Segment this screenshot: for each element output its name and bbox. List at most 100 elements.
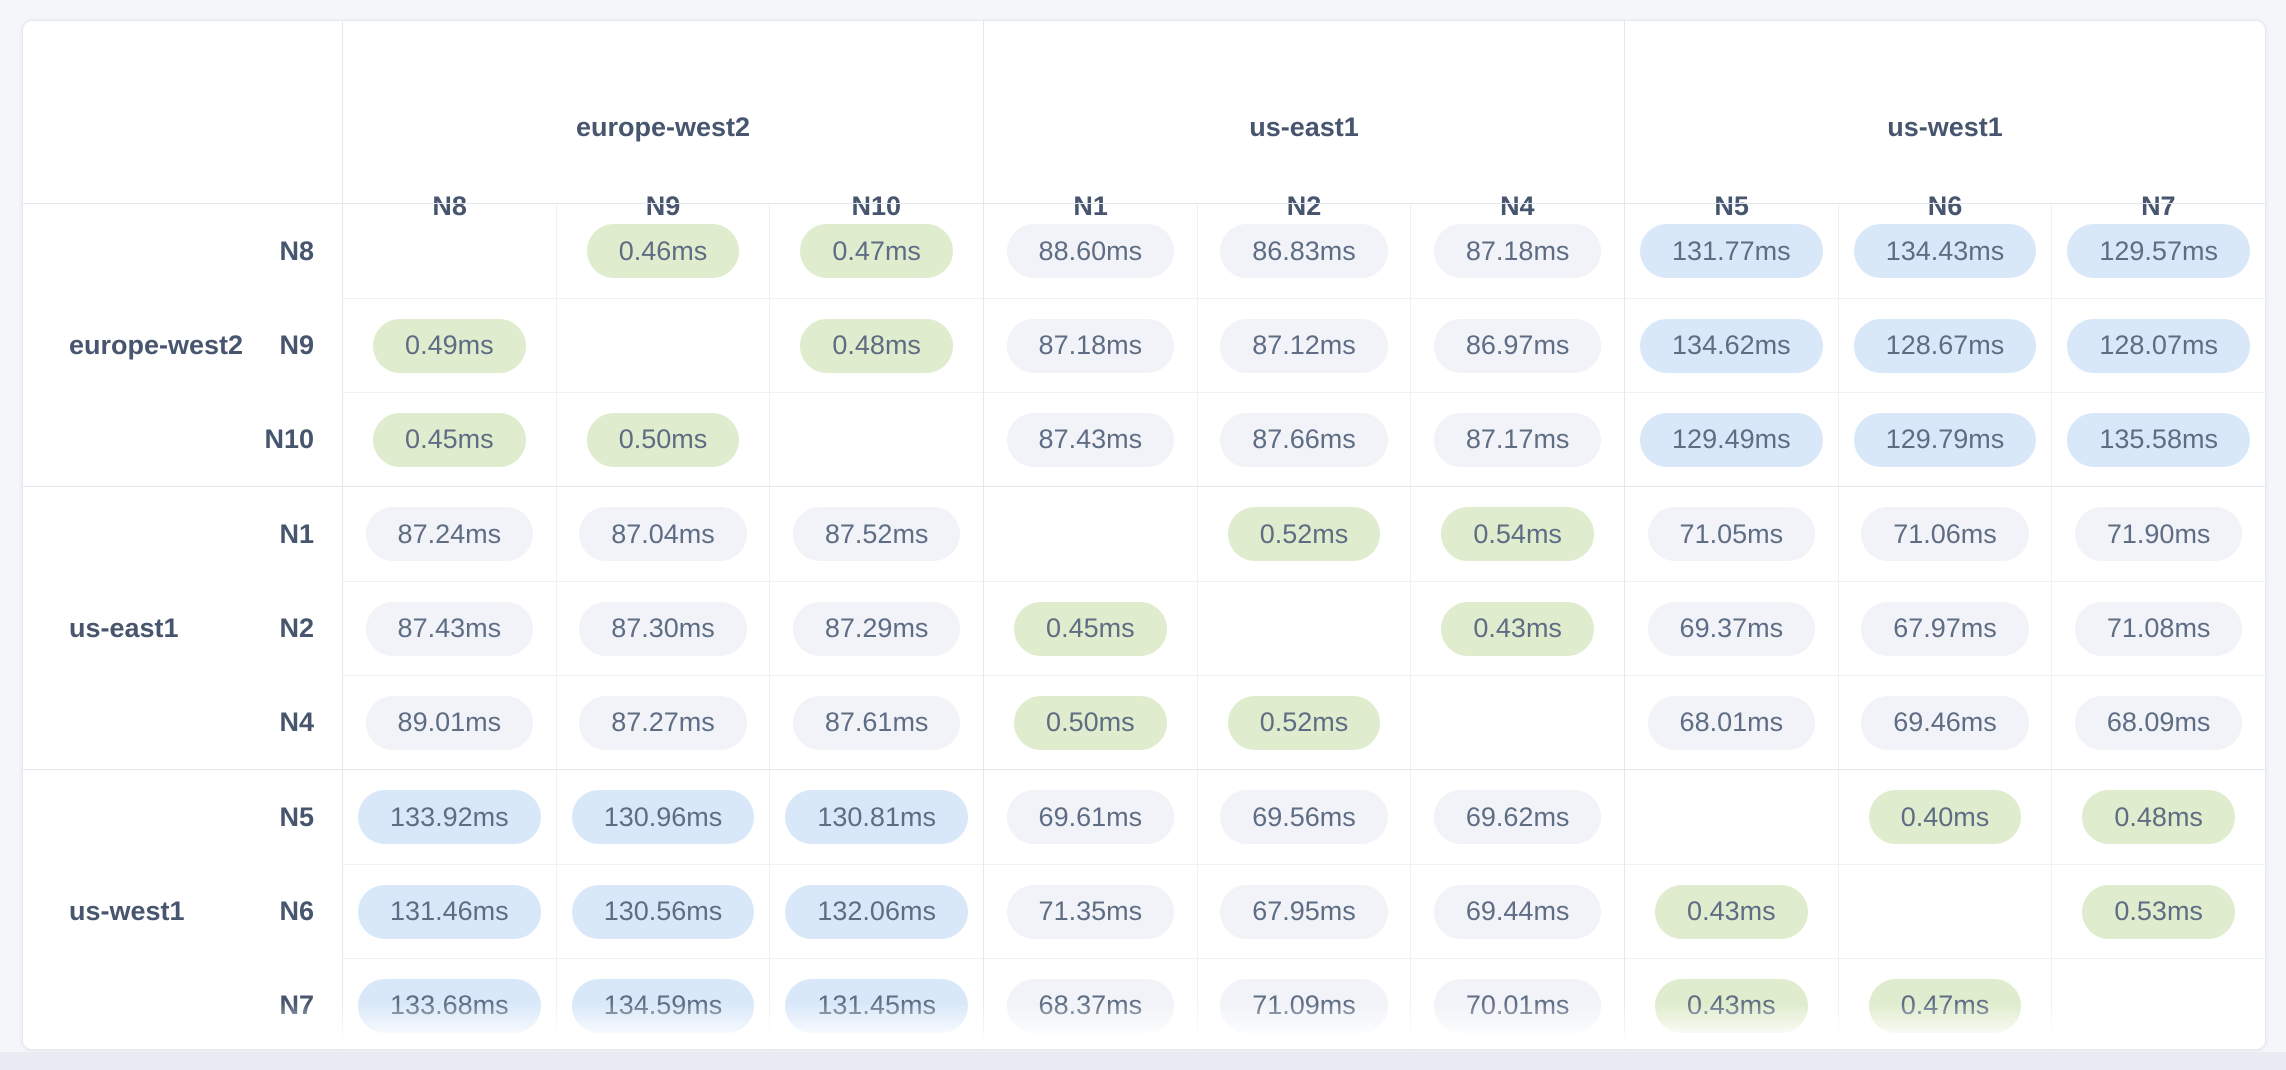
latency-cell-N10-N8: 0.45ms bbox=[342, 392, 556, 486]
row-node-label-N2: N2 bbox=[279, 612, 314, 643]
latency-pill: 0.45ms bbox=[373, 412, 526, 467]
latency-pill: 0.40ms bbox=[1868, 790, 2022, 844]
latency-cell-N1-N2: 0.52ms bbox=[1196, 487, 1411, 581]
latency-pill: 0.46ms bbox=[586, 224, 740, 278]
latency-pill: 71.35ms bbox=[1006, 884, 1175, 939]
latency-pill: 0.50ms bbox=[1014, 695, 1167, 750]
row-node-label-N6: N6 bbox=[279, 895, 314, 926]
latency-pill: 87.18ms bbox=[1006, 318, 1175, 373]
latency-pill: 71.09ms bbox=[1220, 978, 1388, 1033]
latency-pill: 129.57ms bbox=[2067, 224, 2250, 278]
latency-pill: 0.50ms bbox=[586, 412, 740, 467]
latency-cell-N6-N2: 67.95ms bbox=[1196, 864, 1411, 958]
latency-pill: 87.12ms bbox=[1220, 318, 1388, 373]
latency-cell-N2-N1: 0.45ms bbox=[983, 581, 1197, 675]
latency-pill: 0.43ms bbox=[1441, 601, 1594, 656]
latency-pill: 71.05ms bbox=[1647, 507, 1816, 561]
latency-pill: 67.97ms bbox=[1861, 601, 2029, 656]
latency-cell-N6-N1: 71.35ms bbox=[983, 864, 1197, 958]
latency-cell-N10-N2: 87.66ms bbox=[1196, 392, 1411, 486]
latency-pill: 133.92ms bbox=[358, 790, 541, 844]
latency-pill: 0.52ms bbox=[1227, 507, 1381, 561]
latency-cell-N9-N1: 87.18ms bbox=[983, 298, 1197, 392]
column-group-header-europe-west2: europe-west2 N8 N9 N10 bbox=[342, 21, 983, 253]
column-node-label-N8: N8 bbox=[432, 191, 467, 221]
latency-pill: 0.53ms bbox=[2082, 884, 2235, 939]
row-node-label-N4: N4 bbox=[279, 706, 314, 737]
latency-pill: 0.43ms bbox=[1655, 978, 1808, 1033]
latency-cell-N1-N4: 0.54ms bbox=[1410, 487, 1624, 581]
latency-cell-N1-N10: 87.52ms bbox=[769, 487, 983, 581]
latency-cell-N8-N7: 129.57ms bbox=[2051, 204, 2265, 298]
latency-cell-N7-N6: 0.47ms bbox=[1837, 958, 2052, 1049]
latency-cell-N6-N7: 0.53ms bbox=[2051, 864, 2265, 958]
latency-cell-N10-N6: 129.79ms bbox=[1837, 392, 2052, 486]
latency-pill: 0.54ms bbox=[1441, 507, 1594, 561]
latency-pill: 69.61ms bbox=[1006, 790, 1175, 844]
latency-pill: 87.43ms bbox=[365, 601, 534, 656]
latency-cell-N10-N10 bbox=[769, 392, 983, 486]
row-node-label-N5: N5 bbox=[279, 801, 314, 832]
latency-cell-N5-N1: 69.61ms bbox=[983, 770, 1197, 864]
latency-cell-N7-N7 bbox=[2051, 958, 2265, 1049]
latency-pill: 71.08ms bbox=[2074, 601, 2243, 656]
column-node-label-N4: N4 bbox=[1500, 191, 1535, 221]
latency-pill: 0.49ms bbox=[373, 318, 526, 373]
latency-pill: 71.90ms bbox=[2074, 507, 2243, 561]
latency-cell-N4-N1: 0.50ms bbox=[983, 675, 1197, 769]
latency-cell-N9-N6: 128.67ms bbox=[1837, 298, 2052, 392]
row-node-label-N10: N10 bbox=[264, 423, 314, 454]
latency-cell-N4-N2: 0.52ms bbox=[1196, 675, 1411, 769]
latency-pill: 87.29ms bbox=[792, 601, 961, 656]
latency-cell-N7-N10: 131.45ms bbox=[769, 958, 983, 1049]
latency-cell-N7-N8: 133.68ms bbox=[342, 958, 556, 1049]
latency-cell-N9-N9 bbox=[555, 298, 770, 392]
latency-pill: 130.96ms bbox=[571, 790, 755, 844]
latency-cell-N2-N9: 87.30ms bbox=[555, 581, 770, 675]
latency-cell-N6-N9: 130.56ms bbox=[555, 864, 770, 958]
latency-pill: 129.79ms bbox=[1853, 412, 2037, 467]
latency-pill: 131.45ms bbox=[785, 978, 968, 1033]
latency-pill: 131.77ms bbox=[1640, 224, 1823, 278]
latency-cell-N9-N2: 87.12ms bbox=[1196, 298, 1411, 392]
latency-pill: 87.27ms bbox=[579, 695, 747, 750]
latency-cell-N9-N8: 0.49ms bbox=[342, 298, 556, 392]
column-node-label-N10: N10 bbox=[851, 191, 902, 221]
latency-pill: 132.06ms bbox=[785, 884, 968, 939]
latency-cell-N6-N4: 69.44ms bbox=[1410, 864, 1624, 958]
latency-pill: 0.48ms bbox=[800, 318, 953, 373]
row-group-europe-west2: N8 0.46ms 0.47ms 88.60ms 86.83ms 87.18ms 131.7… bbox=[23, 203, 2265, 486]
matrix-body: N8 0.46ms 0.47ms 88.60ms 86.83ms 87.18ms 131.7… bbox=[23, 203, 2265, 1049]
latency-pill: 0.45ms bbox=[1014, 601, 1167, 656]
latency-cell-N7-N9: 134.59ms bbox=[555, 958, 770, 1049]
latency-pill: 67.95ms bbox=[1220, 884, 1388, 939]
latency-pill: 87.52ms bbox=[792, 507, 961, 561]
row-group-us-west1: N5 133.92ms 130.96ms 130.81ms 69.61ms 69.56ms… bbox=[23, 769, 2265, 1049]
latency-cell-N1-N5: 71.05ms bbox=[1624, 487, 1838, 581]
latency-pill: 69.37ms bbox=[1647, 601, 1816, 656]
latency-cell-N5-N5 bbox=[1624, 770, 1838, 864]
latency-pill: 69.46ms bbox=[1861, 695, 2029, 750]
latency-pill: 87.24ms bbox=[365, 507, 534, 561]
latency-cell-N2-N2 bbox=[1196, 581, 1411, 675]
latency-pill: 87.04ms bbox=[579, 507, 747, 561]
latency-cell-N6-N6 bbox=[1837, 864, 2052, 958]
latency-cell-N5-N4: 69.62ms bbox=[1410, 770, 1624, 864]
latency-pill: 86.97ms bbox=[1433, 318, 1602, 373]
latency-pill: 0.48ms bbox=[2082, 790, 2235, 844]
column-node-row: N5 N6 N7 bbox=[1625, 183, 2265, 253]
latency-pill: 135.58ms bbox=[2067, 412, 2250, 467]
latency-cell-N8-N8 bbox=[342, 204, 556, 298]
latency-pill: 0.47ms bbox=[1868, 978, 2022, 1033]
latency-cell-N10-N4: 87.17ms bbox=[1410, 392, 1624, 486]
latency-cell-N2-N4: 0.43ms bbox=[1410, 581, 1624, 675]
latency-cell-N5-N9: 130.96ms bbox=[555, 770, 770, 864]
latency-pill: 87.66ms bbox=[1220, 412, 1388, 467]
latency-cell-N10-N5: 129.49ms bbox=[1624, 392, 1838, 486]
latency-cell-N6-N5: 0.43ms bbox=[1624, 864, 1838, 958]
latency-cell-N8-N9: 0.46ms bbox=[555, 204, 770, 298]
column-node-row: N1 N2 N4 bbox=[984, 183, 1624, 253]
latency-pill: 128.67ms bbox=[1853, 318, 2037, 373]
latency-cell-N6-N10: 132.06ms bbox=[769, 864, 983, 958]
latency-pill: 0.43ms bbox=[1655, 884, 1808, 939]
